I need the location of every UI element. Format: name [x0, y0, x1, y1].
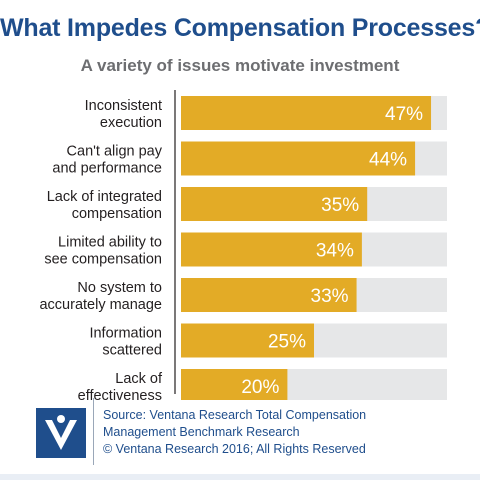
bar	[181, 323, 314, 358]
category-label: Can't align pay	[67, 144, 163, 160]
bar	[181, 141, 416, 176]
category-label: execution	[100, 115, 162, 131]
source-line-1: Source: Ventana Research Total Compensat…	[103, 408, 367, 422]
chart-subtitle: A variety of issues motivate investment	[80, 56, 400, 75]
source-line-2: Management Benchmark Research	[103, 425, 300, 439]
ventana-v-logo-icon	[36, 408, 86, 458]
data-label: 35%	[321, 195, 359, 216]
bar	[181, 96, 432, 130]
category-label: Limited ability to	[58, 235, 162, 251]
category-label: and performance	[52, 161, 162, 177]
bottom-band	[0, 474, 480, 480]
category-label: Lack of	[115, 371, 163, 387]
bar	[181, 278, 357, 312]
category-label: No system to	[77, 280, 162, 296]
footer-divider	[93, 398, 94, 465]
bar	[181, 369, 288, 400]
category-label: effectiveness	[78, 388, 162, 400]
source-note: Source: Ventana Research Total Compensat…	[103, 407, 473, 458]
category-label: Inconsistent	[85, 98, 162, 114]
data-label: 33%	[311, 286, 349, 307]
category-label: accurately manage	[39, 297, 162, 313]
category-label: scattered	[102, 343, 162, 359]
bar	[181, 232, 362, 267]
data-label: 20%	[241, 377, 279, 398]
data-label: 34%	[316, 241, 354, 262]
chart-title: What Impedes Compensation Processes?	[0, 14, 480, 42]
category-label: see compensation	[44, 252, 162, 268]
data-label: 44%	[369, 150, 407, 171]
data-label: 47%	[385, 104, 423, 125]
category-label: Lack of integrated	[47, 189, 162, 205]
category-label: Information	[89, 326, 162, 342]
data-label: 25%	[268, 332, 306, 353]
copyright-line: © Ventana Research 2016; All Rights Rese…	[103, 442, 366, 456]
bar	[181, 187, 368, 221]
category-label: compensation	[72, 206, 162, 222]
